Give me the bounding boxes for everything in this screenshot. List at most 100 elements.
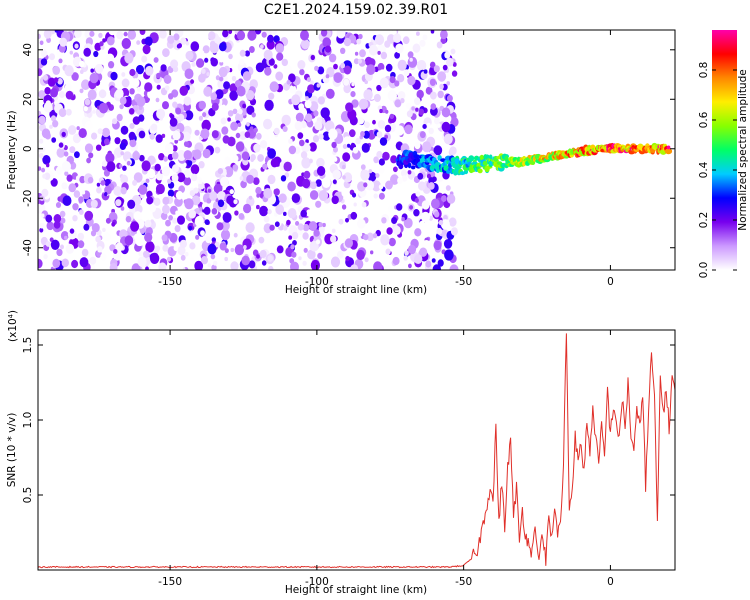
spectrogram-noise-blob [235,132,241,139]
spectrogram-noise-blob [373,93,381,103]
spectrogram-noise-blob [322,37,332,48]
spectrogram-noise-blob [397,74,405,83]
spectrogram-noise-blob [38,68,43,77]
spectrogram-noise-blob [217,191,227,202]
spectrogram-noise-blob [141,55,148,63]
spectrogram-noise-blob [295,221,300,226]
spectrogram-noise-blob [133,233,140,241]
spectrogram-noise-blob [375,173,380,178]
spectrogram-noise-blob [234,210,239,216]
spectrogram-noise-blob [50,88,58,98]
spectrogram-noise-blob [332,169,341,180]
spectrogram-noise-blob [55,116,60,122]
spectrogram-noise-blob [102,127,110,138]
spectrogram-noise-blob [343,78,350,86]
spectrogram-noise-blob [385,109,389,114]
spectrogram-noise-blob [200,128,210,140]
spectrogram-noise-blob [103,138,110,146]
spectrogram-noise-blob [360,169,370,181]
spectrogram-noise-blob [96,186,102,194]
spectrogram-noise-blob [201,119,211,131]
spectrogram-noise-blob [60,244,64,250]
spectrogram-y-tick-label: -40 [22,239,34,256]
spectrogram-signal-blob [437,155,442,161]
spectrogram-noise-blob [409,57,413,62]
spectrogram-noise-blob [99,41,104,47]
spectrogram-noise-blob [291,231,299,240]
spectrogram-noise-blob [198,179,203,185]
spectrogram-noise-blob [372,233,378,239]
spectrogram-noise-blob [242,103,247,109]
spectrogram-noise-blob [246,105,255,115]
spectrogram-noise-blob [404,124,413,135]
spectrogram-noise-blob [288,73,296,83]
spectrogram-noise-blob [156,108,166,120]
spectrogram-noise-blob [145,65,154,76]
spectrogram-noise-blob [385,63,393,72]
spectrogram-noise-blob [91,132,98,140]
spectrogram-noise-blob [162,48,170,58]
spectrogram-noise-blob [175,210,180,216]
spectrogram-noise-blob [83,223,90,231]
spectrogram-noise-blob [372,119,376,125]
spectrogram-noise-blob [235,141,245,152]
spectrogram-noise-blob [173,245,179,251]
spectrogram-noise-blob [98,89,107,99]
spectrogram-noise-blob [196,58,205,68]
spectrogram-noise-blob [387,205,394,212]
spectrogram-noise-blob [229,189,234,195]
spectrogram-noise-blob [393,225,401,235]
spectrogram-noise-blob [350,264,359,270]
spectrogram-noise-blob [142,44,151,55]
spectrogram-noise-blob [267,209,272,215]
spectrogram-noise-blob [115,242,124,252]
spectrogram-noise-blob [98,102,109,114]
spectrogram-noise-blob [161,166,171,177]
spectrogram-noise-blob [284,172,290,178]
spectrogram-noise-blob [155,172,164,181]
spectrogram-noise-blob [67,141,72,148]
spectrogram-noise-blob [201,68,206,74]
spectrogram-noise-blob [243,203,252,214]
spectrogram-noise-blob [415,191,421,197]
spectrogram-noise-blob [258,236,265,244]
spectrogram-noise-blob [401,217,405,222]
spectrogram-panel: -150 -100 -50 0 -40 -20 0 20 40 Height of strai… [6,29,676,296]
spectrogram-noise-blob [359,49,366,58]
spectrogram-noise-blob [430,91,437,100]
spectrogram-noise-blob [211,130,219,139]
spectrogram-noise-blob [448,217,457,227]
spectrogram-noise-blob [437,90,444,99]
spectrogram-noise-blob [154,163,161,172]
spectrogram-noise-blob [40,213,45,218]
spectrogram-noise-blob [58,108,67,118]
spectrogram-noise-blob [431,258,436,263]
spectrogram-noise-blob [108,60,115,69]
spectrogram-noise-blob [100,180,106,186]
spectrogram-noise-blob [55,202,62,208]
spectrogram-noise-blob [203,206,211,215]
spectrogram-noise-blob [417,172,424,180]
spectrogram-noise-blob [83,47,91,57]
spectrogram-noise-blob [221,98,228,107]
spectrogram-noise-blob [136,86,141,92]
spectrogram-noise-blob [443,238,453,249]
spectrogram-noise-blob [267,174,276,185]
spectrogram-noise-blob [397,177,403,184]
spectrogram-noise-blob [113,186,122,196]
spectrogram-noise-blob [121,78,130,88]
spectrogram-noise-blob [357,58,362,64]
spectrogram-noise-blob [40,58,48,66]
spectrogram-noise-blob [224,156,231,165]
spectrogram-noise-blob [195,234,200,240]
spectrogram-noise-blob [379,77,389,89]
spectrogram-noise-blob [385,248,391,255]
spectrogram-noise-blob [139,154,145,162]
spectrogram-noise-blob [106,161,116,173]
spectrogram-noise-blob [76,126,80,131]
spectrogram-noise-blob [273,127,280,135]
spectrogram-noise-blob [120,174,129,184]
spectrogram-noise-blob [106,36,115,46]
spectrogram-noise-blob [51,137,57,143]
